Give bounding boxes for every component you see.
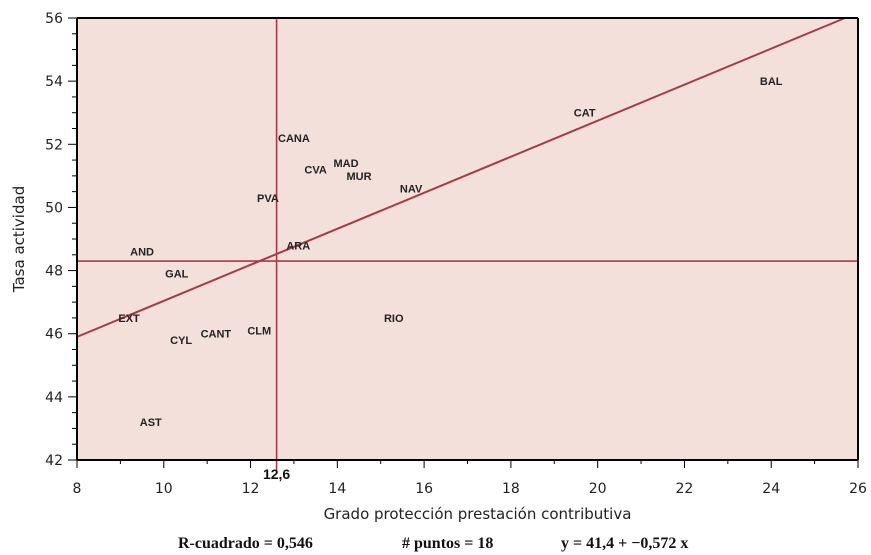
y-axis-ticks: 42 44 46 48 50 52 54 56: [45, 11, 77, 469]
points-count-stat: # puntos = 18: [402, 535, 493, 552]
vertical-reference-label: 12,6: [263, 466, 290, 482]
point-label-cyl: CYL: [170, 335, 192, 347]
point-label-rio: RIO: [384, 313, 404, 325]
point-label-pva: PVA: [257, 193, 279, 205]
y-tick-label: 44: [45, 390, 63, 406]
point-label-cana: CANA: [278, 133, 310, 145]
x-tick-label: 10: [155, 481, 173, 497]
x-tick-label: 22: [676, 481, 694, 497]
x-axis-title: Grado protección prestación contributiva: [324, 505, 632, 523]
point-label-cat: CAT: [574, 108, 596, 120]
plot-background: [77, 18, 858, 460]
point-label-mad: MAD: [333, 158, 358, 170]
reference-lines: [77, 18, 858, 470]
x-tick-label: 16: [415, 481, 433, 497]
point-label-and: AND: [130, 247, 154, 259]
point-label-ara: ARA: [286, 240, 310, 252]
x-tick-label: 26: [849, 481, 867, 497]
point-label-cant: CANT: [201, 329, 232, 341]
y-tick-label: 48: [45, 264, 63, 280]
x-tick-label: 18: [502, 481, 520, 497]
x-tick-label: 24: [762, 481, 780, 497]
regression-line: [76, 17, 846, 338]
x-axis-ticks: 8 10 12 14 16 18 20 22 24 26: [73, 460, 867, 497]
point-label-nav: NAV: [400, 183, 423, 195]
point-label-mur: MUR: [346, 171, 371, 183]
point-label-clm: CLM: [247, 326, 271, 338]
y-tick-label: 46: [45, 327, 63, 343]
x-tick-label: 12: [242, 481, 260, 497]
point-label-ast: AST: [140, 417, 162, 429]
plot-area: [77, 18, 858, 460]
y-tick-label: 42: [45, 453, 63, 469]
point-label-cva: CVA: [304, 165, 326, 177]
y-tick-label: 54: [45, 74, 63, 90]
x-tick-label: 8: [73, 481, 82, 497]
y-axis-title: Tasa actividad: [10, 186, 28, 293]
y-tick-label: 52: [45, 137, 63, 153]
point-label-bal: BAL: [760, 76, 783, 88]
point-label-gal: GAL: [165, 269, 189, 281]
point-label-ext: EXT: [118, 313, 140, 325]
x-tick-label: 14: [328, 481, 346, 497]
x-tick-label: 20: [589, 481, 607, 497]
y-tick-label: 50: [45, 200, 63, 216]
regression-equation: y = 41,4 + −0,572 x: [561, 535, 688, 552]
y-tick-label: 56: [45, 11, 63, 27]
r-squared-stat: R-cuadrado = 0,546: [178, 535, 313, 552]
regression-line-group: [76, 17, 846, 338]
data-points: BAL CAT CANA MAD CVA MUR NAV PVA ARA AND GAL EXT RIO…: [118, 76, 782, 429]
